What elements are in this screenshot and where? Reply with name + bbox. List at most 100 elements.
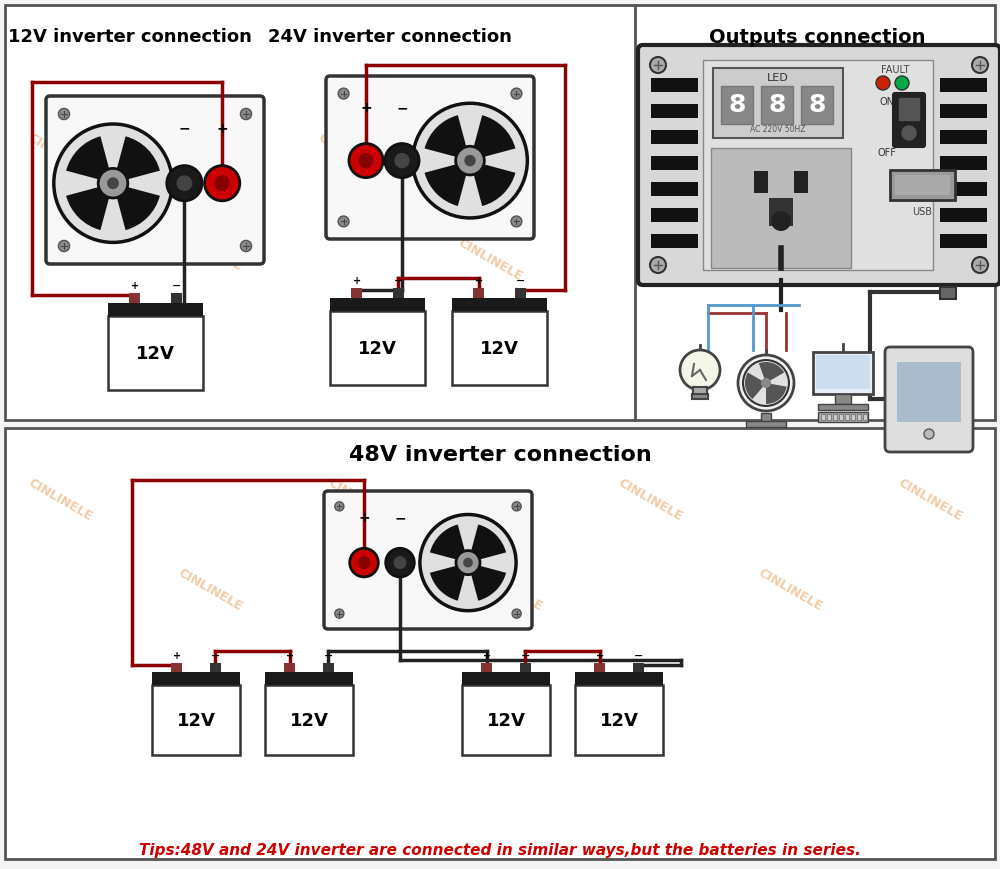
Bar — [651, 234, 698, 248]
Text: CINLINELE: CINLINELE — [786, 216, 854, 263]
Circle shape — [650, 57, 666, 73]
Bar — [761, 86, 793, 124]
Bar — [129, 293, 140, 302]
Circle shape — [463, 558, 473, 567]
Text: CINLINELE: CINLINELE — [316, 131, 384, 179]
Bar — [108, 316, 203, 390]
Circle shape — [58, 109, 70, 120]
Bar — [108, 302, 203, 316]
Circle shape — [456, 146, 484, 175]
FancyBboxPatch shape — [885, 347, 973, 452]
Circle shape — [420, 514, 516, 611]
Bar — [940, 182, 987, 196]
Bar — [693, 387, 707, 395]
Bar — [330, 297, 425, 311]
Bar — [940, 234, 987, 248]
Text: 8: 8 — [768, 93, 786, 117]
Bar — [351, 289, 362, 297]
Text: CINLINELE: CINLINELE — [326, 476, 394, 524]
Wedge shape — [430, 562, 468, 600]
Circle shape — [512, 501, 521, 511]
Text: −: − — [394, 511, 406, 526]
Bar — [895, 175, 950, 195]
Text: FAULT: FAULT — [881, 65, 909, 75]
FancyBboxPatch shape — [324, 491, 532, 629]
Circle shape — [205, 166, 240, 201]
Text: −: − — [634, 651, 643, 661]
Bar — [651, 104, 698, 118]
Bar — [857, 414, 861, 420]
Text: 24V inverter connection: 24V inverter connection — [268, 28, 512, 46]
Bar — [863, 414, 867, 420]
Bar — [515, 289, 526, 297]
Text: 48V inverter connection: 48V inverter connection — [349, 445, 651, 465]
Bar — [594, 663, 605, 673]
Wedge shape — [113, 183, 160, 230]
Bar — [452, 297, 547, 311]
Circle shape — [876, 76, 890, 90]
Text: +: + — [353, 276, 361, 286]
Bar — [481, 663, 492, 673]
Wedge shape — [745, 373, 766, 399]
Text: +: + — [286, 651, 294, 661]
Text: CINLINELE: CINLINELE — [896, 476, 964, 524]
Bar — [651, 182, 698, 196]
Bar — [152, 685, 240, 755]
Bar — [703, 60, 933, 270]
Circle shape — [338, 88, 349, 99]
Circle shape — [394, 153, 410, 169]
Text: LED: LED — [767, 73, 789, 83]
Text: AC 220V 50HZ: AC 220V 50HZ — [750, 125, 806, 135]
Bar — [761, 413, 771, 421]
Bar — [940, 78, 987, 92]
Wedge shape — [766, 383, 787, 404]
Bar — [5, 428, 995, 859]
Bar — [818, 412, 868, 422]
Circle shape — [771, 211, 791, 231]
Text: 12V: 12V — [290, 712, 328, 730]
Circle shape — [107, 177, 119, 189]
Bar — [818, 404, 868, 410]
Bar — [692, 394, 708, 399]
Bar — [851, 414, 855, 420]
Bar — [651, 156, 698, 170]
Wedge shape — [425, 161, 470, 206]
Bar — [393, 289, 404, 297]
Text: ON: ON — [880, 97, 895, 107]
Wedge shape — [66, 183, 113, 230]
Bar — [794, 171, 808, 193]
Circle shape — [386, 548, 414, 577]
Bar — [899, 98, 919, 120]
Text: −: − — [396, 101, 408, 115]
Text: −: − — [179, 122, 190, 136]
Bar — [711, 148, 851, 268]
Circle shape — [167, 166, 202, 201]
Bar — [171, 663, 182, 673]
Circle shape — [413, 103, 527, 218]
Text: −: − — [394, 276, 403, 286]
Text: +: + — [483, 651, 491, 661]
Bar — [651, 130, 698, 144]
Circle shape — [924, 429, 934, 439]
Text: USB: USB — [912, 207, 932, 217]
Circle shape — [394, 556, 406, 569]
Circle shape — [338, 216, 349, 227]
Bar — [265, 685, 353, 755]
Text: CINLINELE: CINLINELE — [756, 567, 824, 614]
Bar — [769, 198, 793, 226]
Text: CINLINELE: CINLINELE — [456, 236, 524, 283]
Bar — [284, 663, 295, 673]
Bar — [890, 170, 955, 200]
Bar — [462, 673, 550, 685]
Circle shape — [358, 556, 370, 569]
Bar — [651, 208, 698, 222]
Circle shape — [350, 548, 378, 577]
Bar — [821, 414, 825, 420]
Text: CINLINELE: CINLINELE — [176, 227, 244, 274]
Text: 12V: 12V — [480, 340, 519, 358]
Bar — [473, 289, 484, 297]
Bar — [940, 130, 987, 144]
Text: 12V: 12V — [487, 712, 525, 730]
Bar — [833, 414, 837, 420]
Text: −: − — [211, 651, 220, 661]
